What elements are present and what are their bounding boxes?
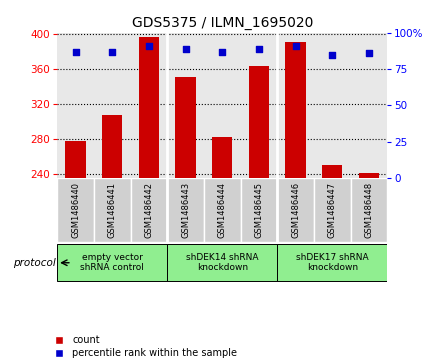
Bar (139, 37, 159, 178)
FancyBboxPatch shape (57, 244, 167, 281)
Bar (212, 137, 232, 178)
Text: GSM1486446: GSM1486446 (291, 182, 300, 238)
Point (219, 49, 226, 54)
FancyBboxPatch shape (277, 244, 387, 281)
Bar (249, 66, 269, 178)
Legend: count, percentile rank within the sample: count, percentile rank within the sample (49, 335, 237, 358)
FancyBboxPatch shape (167, 244, 277, 281)
Point (365, 50, 372, 56)
Point (72, 49, 79, 54)
Bar (176, 77, 196, 178)
Text: shDEK17 shRNA
knockdown: shDEK17 shRNA knockdown (296, 253, 369, 273)
Text: GSM1486445: GSM1486445 (254, 182, 264, 238)
Text: GSM1486448: GSM1486448 (364, 182, 374, 238)
FancyBboxPatch shape (94, 178, 131, 242)
Bar (359, 173, 379, 178)
Point (329, 52, 336, 57)
FancyBboxPatch shape (241, 178, 277, 242)
Point (182, 46, 189, 52)
Text: GSM1486442: GSM1486442 (144, 182, 154, 238)
Text: GSM1486444: GSM1486444 (218, 182, 227, 238)
FancyBboxPatch shape (167, 178, 204, 242)
FancyBboxPatch shape (351, 178, 387, 242)
Bar (286, 42, 306, 178)
FancyBboxPatch shape (314, 178, 351, 242)
Point (109, 49, 116, 54)
Bar (102, 115, 122, 178)
Text: GSM1486443: GSM1486443 (181, 182, 190, 238)
Bar (322, 165, 342, 178)
Point (255, 46, 262, 52)
Text: shDEK14 shRNA
knockdown: shDEK14 shRNA knockdown (186, 253, 258, 273)
Title: GDS5375 / ILMN_1695020: GDS5375 / ILMN_1695020 (132, 16, 313, 30)
Bar (66, 141, 86, 178)
Point (292, 43, 299, 49)
Text: empty vector
shRNA control: empty vector shRNA control (80, 253, 144, 273)
FancyBboxPatch shape (277, 178, 314, 242)
FancyBboxPatch shape (57, 178, 94, 242)
Text: GSM1486447: GSM1486447 (328, 182, 337, 238)
Point (145, 43, 152, 49)
FancyBboxPatch shape (131, 178, 167, 242)
Text: protocol: protocol (13, 258, 55, 268)
Text: GSM1486440: GSM1486440 (71, 182, 80, 238)
Text: GSM1486441: GSM1486441 (108, 182, 117, 238)
FancyBboxPatch shape (204, 178, 241, 242)
